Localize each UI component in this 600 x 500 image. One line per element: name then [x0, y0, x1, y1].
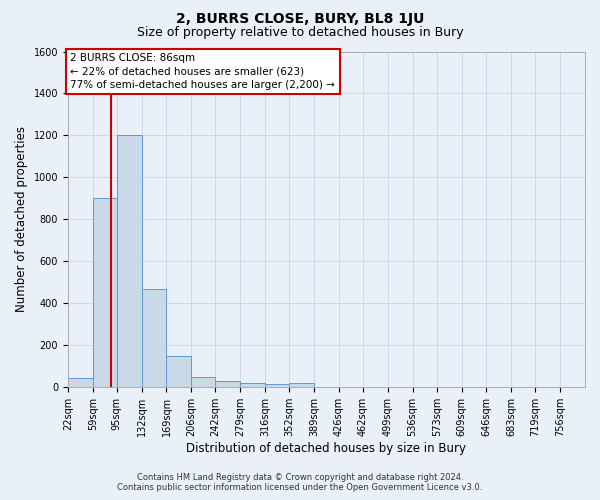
Bar — [68, 378, 93, 388]
Bar — [166, 356, 191, 388]
Bar — [240, 383, 265, 388]
Text: 2, BURRS CLOSE, BURY, BL8 1JU: 2, BURRS CLOSE, BURY, BL8 1JU — [176, 12, 424, 26]
Bar — [191, 377, 215, 388]
Bar — [289, 383, 314, 388]
Bar — [265, 384, 289, 388]
X-axis label: Distribution of detached houses by size in Bury: Distribution of detached houses by size … — [187, 442, 466, 455]
Text: Contains HM Land Registry data © Crown copyright and database right 2024.
Contai: Contains HM Land Registry data © Crown c… — [118, 473, 482, 492]
Text: Size of property relative to detached houses in Bury: Size of property relative to detached ho… — [137, 26, 463, 39]
Bar — [117, 136, 142, 388]
Bar — [215, 381, 240, 388]
Y-axis label: Number of detached properties: Number of detached properties — [15, 126, 28, 312]
Bar — [142, 288, 166, 388]
Text: 2 BURRS CLOSE: 86sqm
← 22% of detached houses are smaller (623)
77% of semi-deta: 2 BURRS CLOSE: 86sqm ← 22% of detached h… — [70, 53, 335, 90]
Bar — [93, 198, 117, 388]
